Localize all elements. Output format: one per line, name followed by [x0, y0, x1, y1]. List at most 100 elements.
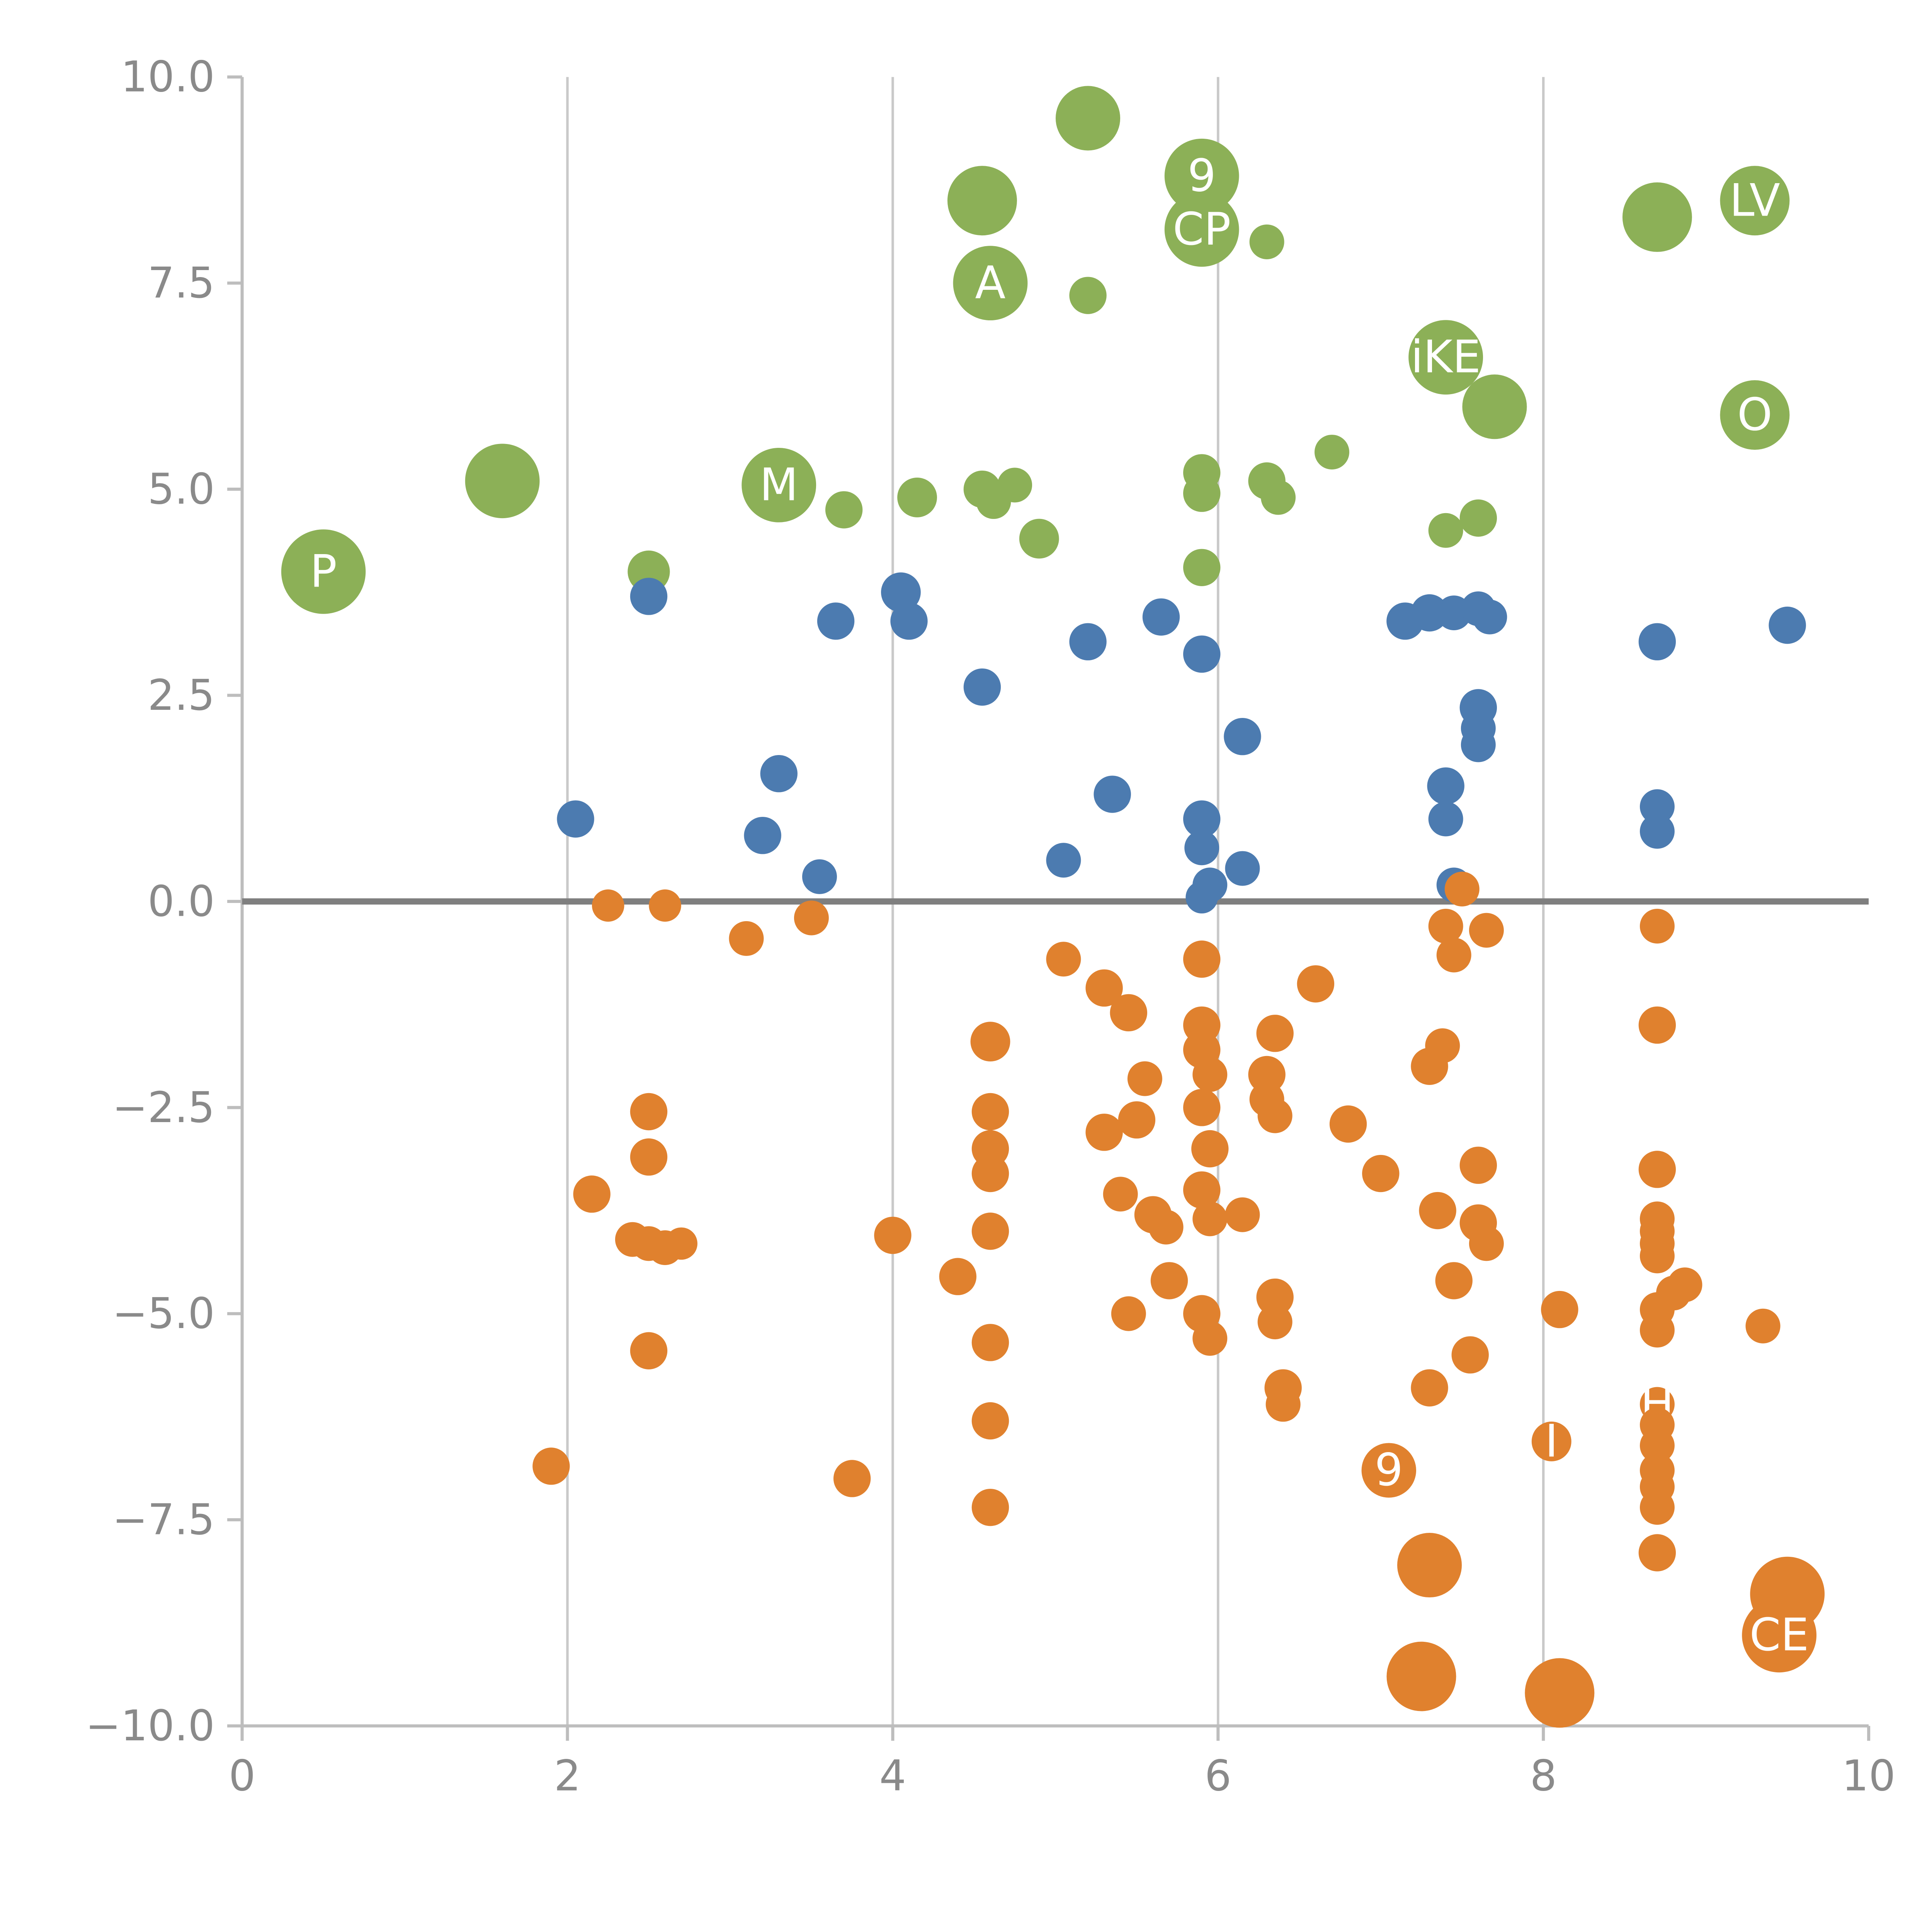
data-point-orange-cluster	[1148, 1209, 1184, 1245]
data-point-orange-cluster	[1525, 1658, 1595, 1728]
data-point-green-cluster	[742, 447, 816, 522]
data-point-orange-cluster	[1639, 1238, 1675, 1274]
x-tick-label: 2	[554, 1752, 581, 1801]
data-point-green-cluster	[1249, 224, 1284, 259]
data-point-label: I	[1545, 1415, 1558, 1467]
data-point-orange-cluster	[630, 1332, 668, 1369]
data-point-green-cluster	[465, 444, 540, 519]
data-point-orange-cluster	[1361, 1443, 1417, 1498]
x-tick-label: 0	[229, 1752, 256, 1801]
data-point-orange-cluster	[1436, 937, 1471, 973]
data-point-blue-cluster	[1769, 606, 1806, 644]
data-point-green-cluster	[825, 491, 863, 529]
data-point-orange-cluster	[1638, 1534, 1676, 1571]
data-point-label: 9	[1375, 1444, 1403, 1496]
data-point-orange-cluster	[1046, 942, 1081, 977]
data-point-blue-cluster	[1428, 801, 1463, 837]
data-point-blue-cluster	[1185, 881, 1218, 914]
data-point-orange-cluster	[630, 1093, 668, 1131]
data-point-label: M	[760, 459, 798, 511]
data-point-blue-cluster	[1225, 851, 1260, 886]
data-point-orange-cluster	[1459, 1146, 1497, 1184]
data-point-orange-cluster	[1541, 1291, 1578, 1328]
data-point-orange-cluster	[1225, 1197, 1260, 1232]
data-point-orange-cluster	[939, 1258, 976, 1295]
data-point-orange-cluster	[874, 1216, 912, 1254]
data-point-green-cluster	[1314, 435, 1349, 470]
data-point-orange-cluster	[1329, 1105, 1367, 1143]
y-tick-label: −10.0	[85, 1701, 215, 1750]
data-point-orange-cluster	[1386, 1641, 1456, 1711]
data-point-orange-cluster	[1256, 1015, 1294, 1052]
data-point-orange-cluster	[649, 889, 681, 922]
data-point-blue-cluster	[1183, 635, 1221, 673]
data-point-orange-cluster	[971, 1155, 1009, 1192]
y-tick-label: −2.5	[112, 1083, 215, 1132]
data-point-orange-cluster	[1110, 994, 1147, 1032]
data-point-green-cluster	[1019, 519, 1059, 559]
data-point-orange-cluster	[665, 1227, 697, 1260]
data-point-blue-cluster	[1411, 594, 1448, 632]
data-point-orange-cluster	[1531, 1422, 1571, 1461]
data-point-label: iKE	[1411, 332, 1481, 383]
data-point-orange-cluster	[971, 1213, 1009, 1250]
data-point-blue-cluster	[1427, 767, 1464, 805]
data-point-blue-cluster	[1638, 623, 1676, 660]
data-point-orange-cluster	[1150, 1262, 1188, 1299]
data-point-green-cluster	[1056, 86, 1121, 151]
data-point-orange-cluster	[1425, 1028, 1460, 1063]
data-point-label: A	[975, 257, 1005, 309]
data-point-orange-cluster	[971, 1093, 1009, 1131]
data-point-blue-cluster	[890, 602, 928, 640]
data-point-green-cluster	[897, 477, 937, 517]
data-point-label: LV	[1730, 175, 1780, 226]
x-tick-label: 10	[1842, 1752, 1896, 1801]
data-point-orange-cluster	[1667, 1267, 1702, 1303]
data-point-green-cluster	[1462, 374, 1527, 439]
data-point-green-cluster	[1069, 277, 1107, 314]
data-point-blue-cluster	[1046, 843, 1081, 878]
data-point-orange-cluster	[1192, 1057, 1228, 1092]
data-point-orange-cluster	[1639, 1428, 1675, 1463]
data-point-green-cluster	[1428, 513, 1463, 548]
data-point-orange-cluster	[1411, 1369, 1448, 1406]
data-point-orange-cluster	[630, 1138, 668, 1176]
y-tick-label: 5.0	[148, 465, 215, 514]
data-point-orange-cluster	[971, 1402, 1009, 1440]
data-point-orange-cluster	[1451, 1336, 1489, 1374]
data-point-label: CE	[1750, 1609, 1809, 1661]
data-point-blue-cluster	[760, 755, 798, 793]
data-point-orange-cluster	[1183, 1089, 1221, 1126]
data-point-orange-cluster	[573, 1175, 611, 1213]
x-tick-label: 4	[879, 1752, 906, 1801]
data-point-blue-cluster	[557, 800, 594, 838]
y-tick-label: −7.5	[112, 1495, 215, 1544]
data-point-orange-cluster	[1183, 1171, 1221, 1209]
data-point-blue-cluster	[1639, 814, 1675, 849]
data-point-orange-cluster	[1742, 1598, 1816, 1673]
data-point-orange-cluster	[970, 1022, 1010, 1062]
data-point-blue-cluster	[1183, 800, 1221, 838]
data-point-label: CP	[1173, 204, 1231, 255]
data-point-orange-cluster	[1111, 1296, 1146, 1331]
data-point-orange-cluster	[833, 1460, 871, 1497]
data-point-green-cluster	[1622, 182, 1692, 252]
data-point-blue-cluster	[1461, 727, 1496, 762]
data-point-orange-cluster	[1639, 1490, 1675, 1525]
data-point-orange-cluster	[729, 921, 764, 956]
data-point-orange-cluster	[1192, 1321, 1228, 1356]
data-point-blue-cluster	[1472, 599, 1507, 634]
x-tick-label: 8	[1530, 1752, 1557, 1801]
y-tick-label: −5.0	[112, 1289, 215, 1338]
data-point-orange-cluster	[1362, 1155, 1400, 1192]
data-point-green-cluster	[1261, 480, 1296, 515]
data-point-green-cluster	[1183, 474, 1221, 512]
data-point-blue-cluster	[963, 668, 1001, 706]
data-point-green-cluster	[953, 246, 1028, 321]
data-point-orange-cluster	[1639, 908, 1675, 944]
data-point-green-cluster	[1164, 138, 1239, 213]
data-point-blue-cluster	[881, 572, 921, 612]
data-point-blue-cluster	[802, 859, 837, 894]
data-point-orange-cluster	[1639, 1313, 1675, 1348]
